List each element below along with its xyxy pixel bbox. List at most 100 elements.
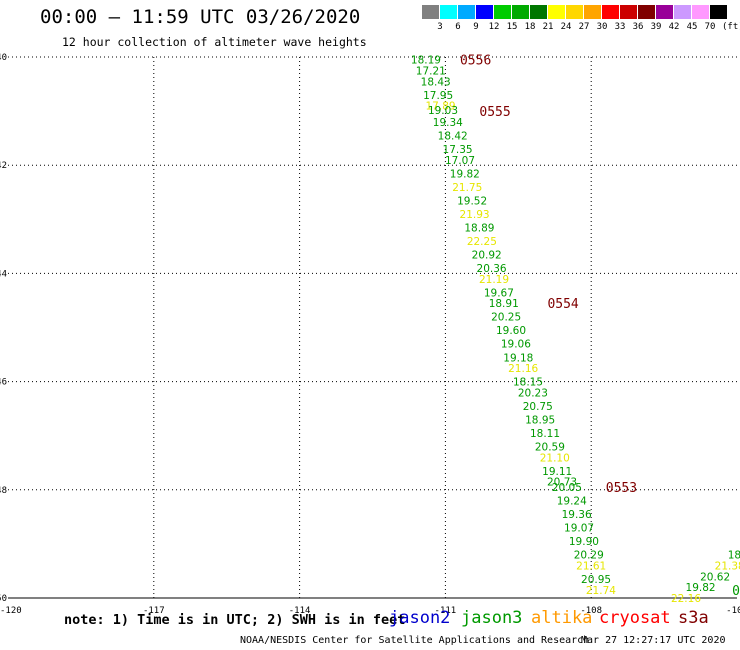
wave-height-label: 20.73 <box>547 477 577 489</box>
footer-credit: NOAA/NESDIS Center for Satellite Applica… <box>240 635 590 646</box>
wave-height-label: 19.34 <box>433 117 463 129</box>
legend-jason2: jason2 <box>389 608 451 628</box>
wave-height-label: 18.95 <box>525 414 555 426</box>
colorbar-swatch <box>494 5 511 19</box>
wave-height-label: 20.92 <box>472 249 502 261</box>
colorbar-label: 39 <box>650 22 662 32</box>
wave-height-label: 19.07 <box>564 523 594 535</box>
wave-height-label: 19.11 <box>542 466 572 478</box>
wave-height-label: 18.9 <box>728 550 740 562</box>
colorbar-unit: (ft) <box>722 22 740 32</box>
colorbar-swatch <box>548 5 565 19</box>
legend-s3a: s3a <box>678 608 709 628</box>
y-tick-label: -46 <box>0 378 7 388</box>
colorbar-label: 33 <box>614 22 626 32</box>
wave-height-label: 20.75 <box>523 401 553 413</box>
pass-time-label: 0556 <box>460 54 491 69</box>
wave-height-label: 19.52 <box>457 195 487 207</box>
colorbar-swatch <box>476 5 493 19</box>
wave-height-label: 19.67 <box>484 287 514 299</box>
colorbar-label: 70 <box>704 22 716 32</box>
colorbar-label: 30 <box>596 22 608 32</box>
colorbar-label: 36 <box>632 22 644 32</box>
y-tick-label: -44 <box>0 269 7 279</box>
wave-height-label: 21.38 <box>715 561 740 573</box>
wave-height-label: 21.19 <box>479 274 509 286</box>
wave-height-label: 19.90 <box>569 536 599 548</box>
colorbar-label: 27 <box>578 22 590 32</box>
wave-height-label: 18.42 <box>438 130 468 142</box>
wave-height-label: 20.62 <box>700 571 730 583</box>
colorbar-swatch <box>512 5 529 19</box>
wave-height-label: 21.75 <box>452 182 482 194</box>
wave-height-label: 21.16 <box>508 363 538 375</box>
wave-height-label: 22.25 <box>467 236 497 248</box>
footer-timestamp: Mar 27 12:27:17 UTC 2020 <box>581 635 726 646</box>
colorbar-label: 3 <box>437 22 443 32</box>
wave-height-label: 18.15 <box>513 377 543 389</box>
colorbar-label: 42 <box>668 22 680 32</box>
wave-height-label: 20.95 <box>581 574 611 586</box>
x-tick-label: -105 <box>726 606 740 616</box>
colorbar-swatch <box>638 5 655 19</box>
wave-height-label: 18.91 <box>489 298 519 310</box>
legend-cryosat: cryosat <box>599 608 671 628</box>
colorbar-label: 15 <box>506 22 518 32</box>
wave-height-label: 17.89 <box>426 101 456 113</box>
colorbar-swatch <box>422 5 439 19</box>
note-text: note: 1) Time is in UTC; 2) SWH is in fe… <box>64 612 406 628</box>
wave-height-label: 19.24 <box>557 496 587 508</box>
x-tick-label: -111 <box>435 606 457 616</box>
colorbar-swatch <box>530 5 547 19</box>
wave-height-label: 17.95 <box>423 90 453 102</box>
wave-height-label: 20.25 <box>491 312 521 324</box>
wave-height-label: 19.03 <box>428 105 458 117</box>
colorbar-label: 18 <box>524 22 536 32</box>
wave-height-label: 21.93 <box>460 209 490 221</box>
colorbar-swatch <box>440 5 457 19</box>
wave-height-label: 19.82 <box>686 582 716 594</box>
wave-height-label: 19.18 <box>503 352 533 364</box>
wave-height-label: 21.74 <box>586 585 616 597</box>
wave-height-label: 20.59 <box>535 442 565 454</box>
colorbar-swatch <box>458 5 475 19</box>
wave-height-label: 21.61 <box>576 561 606 573</box>
colorbar-label: 12 <box>488 22 500 32</box>
colorbar-swatch <box>692 5 709 19</box>
colorbar-label: 6 <box>455 22 461 32</box>
colorbar-swatch <box>710 5 727 19</box>
pass-time-label: 0555 <box>479 105 510 120</box>
wave-height-label: 20.29 <box>574 550 604 562</box>
wave-height-label: 21.10 <box>540 452 570 464</box>
legend-jason3: jason3 <box>461 608 523 628</box>
wave-height-label: 18.89 <box>464 222 494 234</box>
pass-time-label: 0554 <box>547 297 578 312</box>
wave-height-label: 19.60 <box>496 325 526 337</box>
wave-height-label: 20.05 <box>552 482 582 494</box>
x-tick-label: -108 <box>580 606 602 616</box>
colorbar-swatch <box>602 5 619 19</box>
pass-time-label: 04 <box>732 584 740 599</box>
colorbar-label: 24 <box>560 22 572 32</box>
wave-height-label: 19.06 <box>501 339 531 351</box>
wave-height-label: 17.35 <box>443 144 473 156</box>
y-tick-label: -48 <box>0 486 7 496</box>
wave-height-label: 20.36 <box>477 263 507 275</box>
y-tick-label: -42 <box>0 161 7 171</box>
colorbar-label: 45 <box>686 22 698 32</box>
x-tick-label: -120 <box>0 606 22 616</box>
colorbar-swatch <box>620 5 637 19</box>
colorbar-label: 21 <box>542 22 554 32</box>
y-tick-label: -40 <box>0 53 7 63</box>
wave-height-label: 19.82 <box>450 168 480 180</box>
colorbar-swatch <box>656 5 673 19</box>
wave-height-label: 17.07 <box>445 155 475 167</box>
wave-height-label: 22.16 <box>671 593 701 605</box>
colorbar-swatch <box>566 5 583 19</box>
colorbar-label: 9 <box>473 22 479 32</box>
wave-height-label: 18.11 <box>530 428 560 440</box>
wave-height-label: 18.43 <box>421 76 451 88</box>
chart-title: 00:00 – 11:59 UTC 03/26/2020 <box>40 6 361 28</box>
legend-altika: altika <box>531 608 593 628</box>
wave-height-label: 20.23 <box>518 387 548 399</box>
